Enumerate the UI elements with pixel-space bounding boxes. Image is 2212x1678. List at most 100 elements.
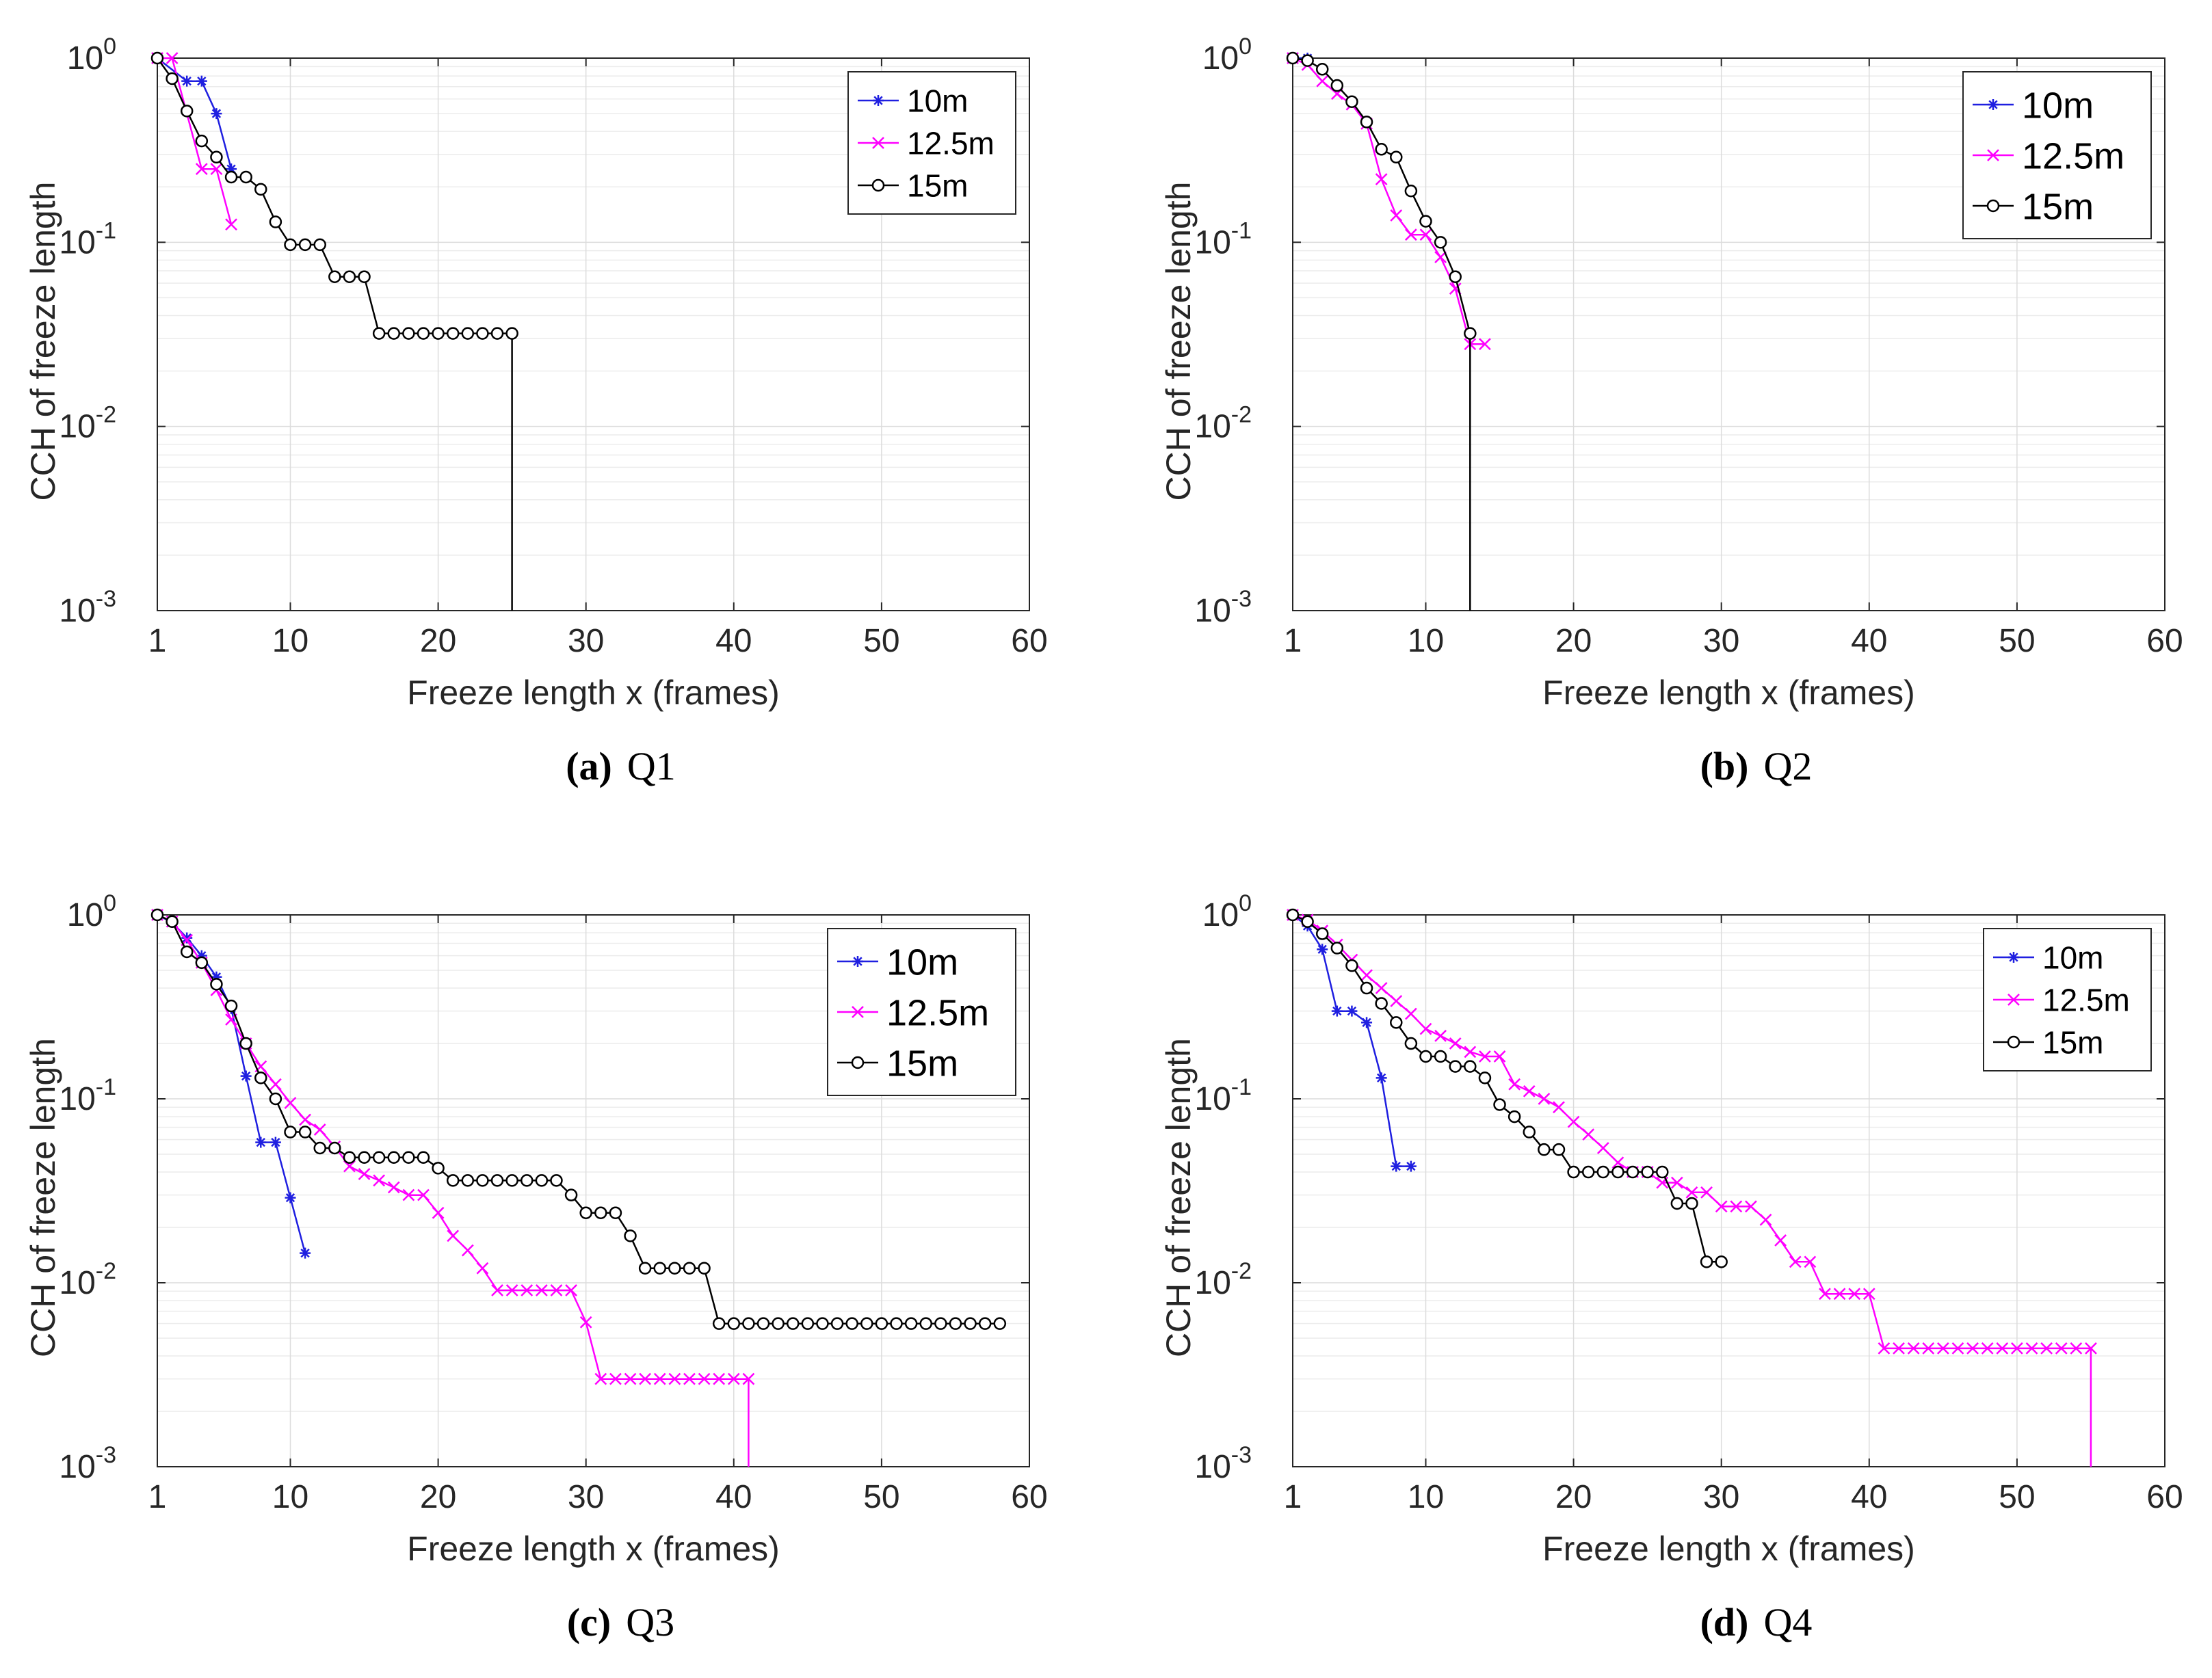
x-axis-label: Freeze length x (frames)	[1542, 1530, 1915, 1568]
data-point	[1951, 1342, 1964, 1355]
data-point	[698, 1262, 711, 1275]
data-point	[1404, 185, 1418, 198]
y-tick-base: 10	[59, 1265, 95, 1301]
data-point	[550, 1284, 563, 1296]
y-tick-label: 10-3	[1194, 1442, 1252, 1485]
data-point	[446, 1174, 460, 1187]
legend-marker	[852, 956, 863, 967]
legend-label: 15m	[886, 1043, 958, 1084]
data-point	[432, 1162, 445, 1175]
data-point	[742, 1372, 755, 1385]
data-point	[535, 1174, 549, 1187]
data-point	[1611, 1156, 1624, 1169]
panel-caption-label: (c)	[567, 1600, 611, 1644]
series-15m	[150, 908, 1007, 1330]
x-tick-label: 40	[715, 623, 752, 659]
axes-frame	[1292, 914, 2165, 1467]
data-point	[1390, 995, 1403, 1007]
y-tick-label: 10-3	[1194, 586, 1252, 629]
y-tick-exponent: 0	[1239, 34, 1252, 59]
legend-label: 15m	[907, 168, 968, 204]
data-point	[2055, 1342, 2068, 1355]
data-point	[786, 1317, 800, 1330]
y-axis-label: CCH of freeze length	[1159, 182, 1198, 501]
series-15m	[1286, 908, 1728, 1268]
x-tick-label: 10	[1408, 623, 1444, 659]
data-point	[180, 945, 194, 959]
data-point	[816, 1317, 829, 1330]
legend-label: 10m	[907, 83, 968, 119]
data-point	[1391, 1160, 1402, 1172]
data-point	[1523, 1084, 1536, 1097]
data-point	[1346, 1005, 1358, 1017]
data-point	[417, 1188, 430, 1201]
data-point	[1317, 944, 1328, 955]
data-point	[269, 1078, 282, 1091]
data-point	[343, 1151, 356, 1164]
data-point	[417, 327, 430, 340]
legend: 10m 12.5m 15m	[1983, 928, 2152, 1071]
data-point	[210, 163, 223, 176]
data-point	[211, 971, 222, 983]
data-point	[1479, 1050, 1491, 1063]
data-point	[1360, 981, 1373, 995]
legend-label: 12.5m	[2022, 135, 2124, 176]
data-point	[1922, 1342, 1935, 1355]
data-point	[1996, 1342, 2009, 1355]
y-tick-exponent: 0	[103, 890, 116, 916]
x-tick-label: 30	[568, 1479, 604, 1515]
data-point	[1862, 1288, 1875, 1301]
data-point	[313, 238, 326, 252]
data-point	[461, 327, 475, 340]
x-axis-label: Freeze length x (frames)	[407, 1530, 780, 1568]
data-point	[668, 1372, 681, 1385]
data-point	[210, 150, 223, 164]
data-point	[934, 1317, 947, 1330]
y-tick-exponent: -3	[96, 586, 116, 612]
data-point	[313, 1123, 326, 1136]
data-point	[830, 1317, 844, 1330]
data-point	[1449, 1060, 1462, 1073]
data-point	[240, 1070, 252, 1082]
data-point	[505, 327, 518, 340]
y-tick-label: 10-1	[59, 1074, 116, 1117]
data-point	[1552, 1143, 1566, 1156]
data-point	[1419, 215, 1432, 228]
data-point	[2070, 1342, 2083, 1355]
data-point	[1404, 1037, 1418, 1050]
data-point	[476, 327, 489, 340]
data-point	[609, 1372, 622, 1385]
data-point	[1878, 1342, 1891, 1355]
data-point	[491, 1284, 503, 1296]
data-point	[254, 183, 267, 196]
data-point	[432, 327, 445, 340]
panel-caption: (a) Q1	[566, 744, 676, 788]
y-tick-base: 10	[1194, 409, 1230, 445]
data-point	[195, 956, 209, 970]
data-point	[446, 327, 460, 340]
data-point	[1582, 1128, 1595, 1141]
legend-label: 12.5m	[886, 992, 989, 1033]
data-point	[594, 1372, 607, 1385]
y-tick-exponent: 0	[103, 34, 116, 59]
legend-marker	[2007, 994, 2020, 1006]
data-point	[1419, 1050, 1432, 1063]
data-point	[860, 1317, 873, 1330]
data-point	[2025, 1342, 2038, 1355]
y-tick-label: 10-1	[1194, 217, 1252, 261]
legend-marker	[2008, 952, 2019, 963]
data-point	[1700, 1186, 1713, 1199]
y-tick-label: 100	[67, 890, 116, 933]
data-point	[402, 1151, 415, 1164]
data-point	[1819, 1288, 1831, 1301]
data-point	[195, 163, 208, 176]
data-point	[402, 1188, 415, 1201]
legend-marker	[872, 137, 884, 149]
data-point	[476, 1262, 489, 1275]
legend-marker	[2007, 1035, 2020, 1049]
data-point	[1286, 51, 1300, 65]
data-point	[402, 327, 415, 340]
data-point	[638, 1262, 652, 1275]
data-point	[298, 238, 312, 252]
